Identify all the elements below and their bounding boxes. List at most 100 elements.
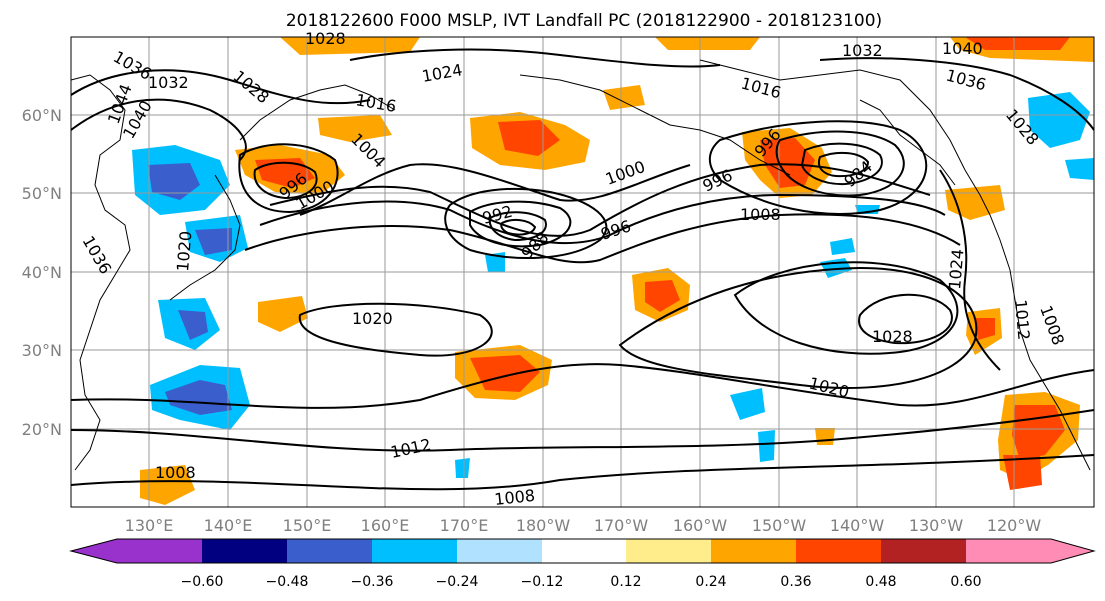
lon-tick-label: 130°W: [909, 516, 964, 535]
positive-anomaly-core: [965, 37, 1070, 50]
negative-anomaly-patch: [730, 388, 765, 420]
colorbar-tick-label: −0.24: [436, 574, 479, 590]
isobar-984-central: [500, 218, 537, 236]
isobar-988-central: [488, 211, 547, 242]
positive-anomaly-core: [498, 120, 560, 156]
kamchatka-coast: [239, 84, 396, 141]
colorbar-segment: [881, 539, 966, 563]
lat-tick-label: 30°N: [22, 341, 62, 360]
isobar-1024-east: [733, 261, 959, 355]
colorbar-extend-low: [71, 539, 117, 563]
negative-anomaly-patch: [758, 430, 775, 462]
colorbar-tick-label: 0.60: [950, 574, 981, 590]
colorbar: −0.60 −0.48 −0.36 −0.24 −0.12 0.12 0.24 …: [69, 538, 1096, 590]
colorbar-segment: [287, 539, 372, 563]
isobar-1028-east: [858, 293, 953, 345]
colorbar-segment: [626, 539, 711, 563]
lat-tick-label: 50°N: [22, 184, 62, 203]
colorbar-extend-high: [1051, 539, 1094, 563]
aleutian-arc: [519, 74, 791, 176]
isobar-996-central: [444, 187, 608, 260]
lon-axis: 130°E 140°E 150°E 160°E 170°E 180°W 170°…: [125, 516, 1042, 535]
lon-tick-label: 150°W: [752, 516, 807, 535]
colorbar-outline: [69, 538, 1096, 564]
contour-label: 1020: [173, 230, 195, 272]
contour-label: 1024: [945, 248, 967, 290]
colorbar-segment: [966, 539, 1051, 563]
lon-tick-label: 130°E: [125, 516, 174, 535]
isobar-984-east: [818, 151, 870, 178]
mslp-contours: [70, 48, 1095, 491]
isobar-1008-mid: [259, 193, 946, 245]
ivt-shading: [132, 37, 1094, 505]
isobar-1004: [269, 163, 931, 237]
colorbar-segment: [117, 539, 202, 563]
colorbar-tick-label: −0.12: [521, 574, 564, 590]
positive-anomaly-core: [470, 355, 540, 392]
isobar-996-west: [253, 161, 318, 200]
negative-anomaly-core: [195, 228, 232, 255]
positive-anomaly-patch: [815, 428, 835, 445]
colorbar-tick-label: −0.60: [181, 574, 224, 590]
contour-label: 1028: [872, 327, 913, 346]
contour-label: 1028: [305, 29, 346, 48]
positive-anomaly-core: [1003, 455, 1042, 490]
lon-tick-label: 180°W: [516, 516, 571, 535]
isobar-1020-west: [298, 302, 493, 357]
positive-anomaly-core: [975, 318, 995, 340]
colorbar-tick-label: 0.12: [610, 574, 641, 590]
negative-anomaly-core: [165, 380, 232, 415]
colorbar-segment: [796, 539, 881, 563]
negative-anomaly-patch: [830, 238, 855, 255]
colorbar-segment: [457, 539, 542, 563]
positive-anomaly-patch: [140, 465, 195, 505]
lon-tick-label: 170°E: [440, 516, 489, 535]
colorbar-segment: [372, 539, 457, 563]
colorbar-tick-label: −0.36: [351, 574, 394, 590]
contour-label: 1008: [493, 486, 535, 509]
colorbar-tick-label: 0.24: [695, 574, 726, 590]
contour-label: 1040: [942, 39, 983, 58]
lon-tick-label: 170°W: [594, 516, 649, 535]
negative-anomaly-core: [148, 163, 200, 200]
isobar-1000-west: [238, 143, 339, 214]
contour-label: 1020: [352, 309, 393, 328]
lat-tick-label: 20°N: [22, 420, 62, 439]
colorbar-tick-label: 0.36: [780, 574, 811, 590]
isobar-1024-coast: [939, 169, 1001, 371]
lat-tick-label: 60°N: [22, 106, 62, 125]
isobar-1032-northeast: [819, 57, 1095, 131]
contour-label: 1032: [148, 73, 189, 92]
colorbar-ticks: −0.60 −0.48 −0.36 −0.24 −0.12 0.12 0.24 …: [181, 574, 982, 590]
lon-tick-label: 160°E: [361, 516, 410, 535]
isobar-1032-north: [70, 69, 371, 105]
isobar-996-east: [708, 120, 928, 215]
lon-tick-label: 150°E: [283, 516, 332, 535]
isobar-1020-east: [618, 266, 978, 389]
positive-anomaly-patch: [318, 115, 392, 142]
contour-label: 1032: [842, 41, 883, 60]
lat-tick-label: 40°N: [22, 263, 62, 282]
positive-anomaly-core: [760, 138, 815, 188]
isobar-1012-mid: [244, 213, 961, 264]
isobar-1016: [70, 363, 1095, 409]
map-frame: [70, 36, 1095, 508]
colorbar-tick-label: −0.48: [266, 574, 309, 590]
colorbar-segment: [542, 539, 626, 563]
contour-label: 1008: [740, 205, 781, 224]
contour-label: 1008: [155, 463, 196, 482]
positive-anomaly-patch: [603, 85, 645, 110]
lon-tick-label: 120°W: [987, 516, 1042, 535]
contour-label: 1012: [1011, 299, 1033, 341]
graticule: [71, 37, 1094, 507]
isobar-992-east: [775, 130, 905, 197]
isobar-1012: [70, 409, 1095, 452]
positive-anomaly-patch: [258, 296, 308, 332]
map-panel: 1036 1032 1028 1024 1020 1020 1028 1012 …: [70, 29, 1095, 509]
lon-tick-label: 160°W: [673, 516, 728, 535]
colorbar-segment: [711, 539, 796, 563]
negative-anomaly-patch: [455, 458, 470, 478]
lon-tick-label: 140°W: [830, 516, 885, 535]
isobar-1008-south: [70, 454, 1095, 491]
